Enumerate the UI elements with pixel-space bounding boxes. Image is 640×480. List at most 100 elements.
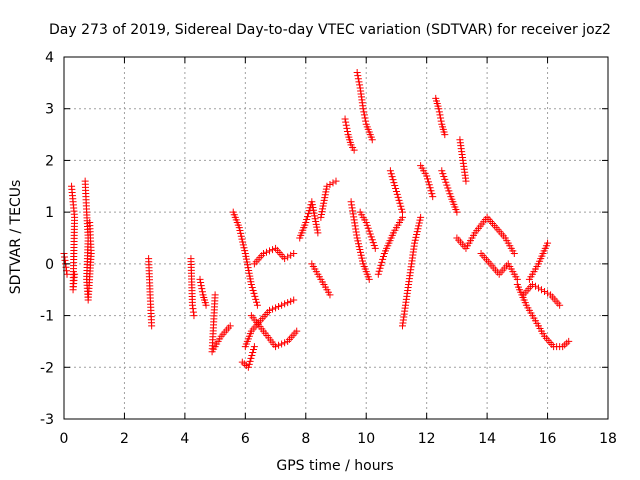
data-point-marker xyxy=(262,248,270,256)
data-point-marker xyxy=(435,105,443,113)
data-point-marker xyxy=(417,213,425,221)
data-point-marker xyxy=(462,177,470,185)
data-point-marker xyxy=(394,193,402,201)
data-point-marker xyxy=(445,187,453,195)
data-point-marker xyxy=(363,221,371,229)
data-point-marker xyxy=(446,190,454,198)
data-point-marker xyxy=(538,286,546,294)
data-point-marker xyxy=(266,306,274,314)
data-point-marker xyxy=(237,229,245,237)
data-point-marker xyxy=(63,270,71,278)
data-point-marker xyxy=(423,172,431,180)
data-point-marker xyxy=(272,304,280,312)
data-point-marker xyxy=(428,190,436,198)
data-point-marker xyxy=(443,181,451,189)
data-point-marker xyxy=(378,258,386,266)
data-point-marker xyxy=(397,202,405,210)
data-point-marker xyxy=(360,111,368,119)
data-point-marker xyxy=(332,177,340,185)
data-point-marker xyxy=(358,254,366,262)
data-point-marker xyxy=(374,270,382,278)
x-tick-label: 14 xyxy=(478,431,496,447)
data-point-marker xyxy=(304,210,312,218)
y-axis-ticks: -3 -2 -1 0 1 2 3 4 xyxy=(40,50,608,428)
data-point-marker xyxy=(436,111,444,119)
data-point-marker xyxy=(414,225,422,233)
data-point-marker xyxy=(197,282,205,290)
data-point-marker xyxy=(302,218,310,226)
data-point-marker xyxy=(281,255,289,263)
data-point-marker xyxy=(342,118,350,126)
data-point-marker xyxy=(350,146,358,154)
data-point-marker xyxy=(510,250,518,258)
data-point-marker xyxy=(269,305,277,313)
data-point-marker xyxy=(355,243,363,251)
data-point-marker xyxy=(196,275,204,283)
data-point-marker xyxy=(343,127,351,135)
data-point-marker xyxy=(377,261,385,269)
data-point-marker xyxy=(278,340,286,348)
data-point-marker xyxy=(252,295,260,303)
data-point-marker xyxy=(348,201,356,209)
data-point-marker xyxy=(248,283,256,291)
x-axis-label: GPS time / hours xyxy=(276,458,393,474)
y-tick-label: -2 xyxy=(40,360,54,376)
data-point-marker xyxy=(369,239,377,247)
data-point-marker xyxy=(364,224,372,232)
data-point-marker xyxy=(284,299,292,307)
data-point-marker xyxy=(424,178,432,186)
data-point-marker xyxy=(453,208,461,216)
data-point-marker xyxy=(362,117,370,125)
data-point-marker xyxy=(413,228,421,236)
data-point-marker xyxy=(359,105,367,113)
data-point-marker xyxy=(86,218,94,226)
data-point-marker xyxy=(248,351,256,359)
data-point-marker xyxy=(440,173,448,181)
data-point-marker xyxy=(314,229,322,237)
data-point-marker xyxy=(198,285,206,293)
data-point-marker xyxy=(253,298,261,306)
data-point-marker xyxy=(238,235,246,243)
data-point-marker xyxy=(61,253,69,261)
data-point-marker xyxy=(427,187,435,195)
data-point-marker xyxy=(359,257,367,265)
data-point-marker xyxy=(350,216,358,224)
data-point-marker xyxy=(351,219,359,227)
data-point-marker xyxy=(353,69,361,77)
data-point-marker xyxy=(354,72,362,80)
data-point-marker xyxy=(272,343,280,351)
data-point-marker xyxy=(528,281,536,289)
x-tick-label: 2 xyxy=(120,431,129,447)
data-point-marker xyxy=(251,292,259,300)
x-tick-label: 0 xyxy=(60,431,69,447)
data-point-marker xyxy=(275,341,283,349)
data-point-marker xyxy=(353,234,361,242)
x-tick-label: 10 xyxy=(357,431,375,447)
data-point-marker xyxy=(357,248,365,256)
data-point-marker xyxy=(249,349,257,357)
data-point-marker xyxy=(389,176,397,184)
data-point-marker xyxy=(250,289,258,297)
data-point-marker xyxy=(371,244,379,252)
data-point-marker xyxy=(71,270,79,278)
data-point-marker xyxy=(362,218,370,226)
data-point-marker xyxy=(350,213,358,221)
data-point-marker xyxy=(360,108,368,116)
data-point-marker xyxy=(349,207,357,215)
data-point-marker xyxy=(361,114,369,122)
data-point-marker xyxy=(415,222,423,230)
data-point-marker xyxy=(347,198,355,206)
data-point-marker xyxy=(249,286,257,294)
data-point-marker xyxy=(429,193,437,201)
data-point-marker xyxy=(352,225,360,233)
data-point-marker xyxy=(541,287,549,295)
data-point-marker xyxy=(250,343,258,351)
data-point-marker xyxy=(352,228,360,236)
data-point-marker xyxy=(442,178,450,186)
x-tick-label: 8 xyxy=(301,431,310,447)
data-point-marker xyxy=(259,250,267,258)
data-point-marker xyxy=(375,267,383,275)
data-point-marker xyxy=(356,81,364,89)
y-tick-label: 4 xyxy=(45,50,54,66)
